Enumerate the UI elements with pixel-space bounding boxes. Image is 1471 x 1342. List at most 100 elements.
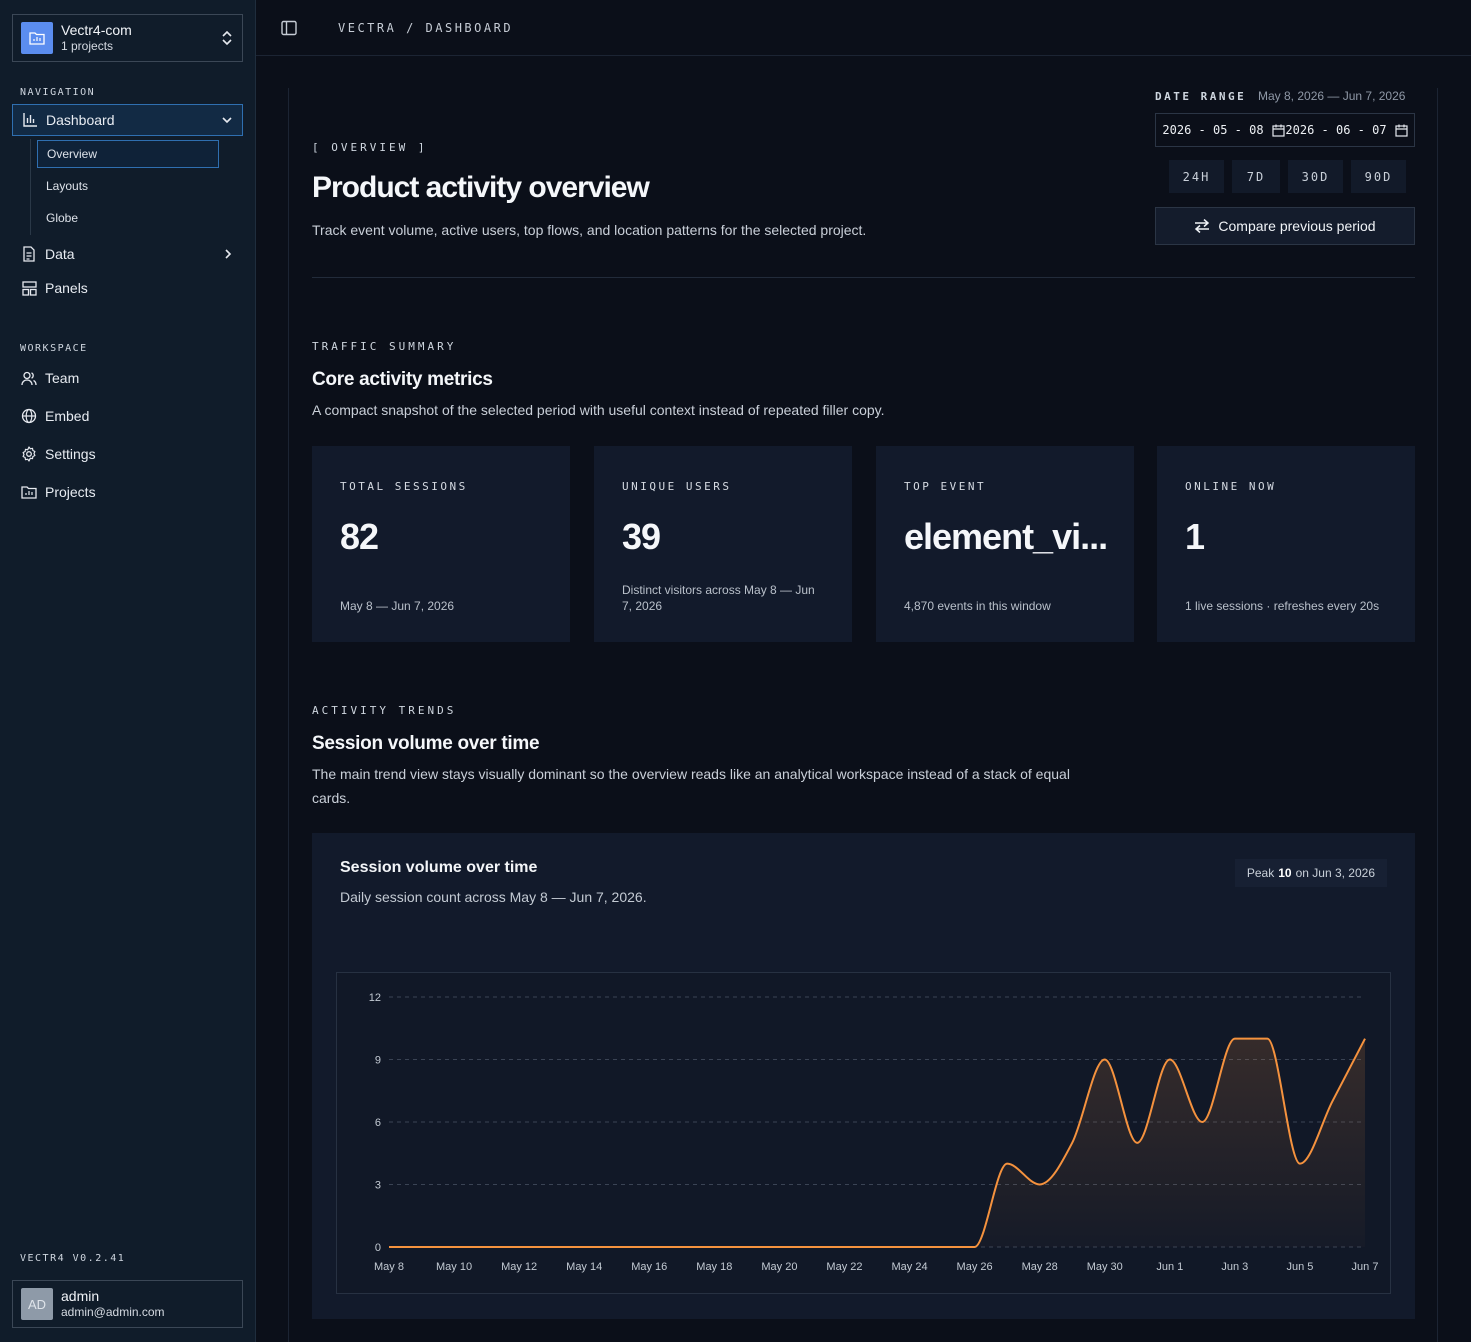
calendar-icon <box>1271 124 1285 137</box>
range-24h-button[interactable]: 24H <box>1169 160 1224 193</box>
y-tick-label: 12 <box>369 992 381 1004</box>
file-icon <box>20 245 38 263</box>
range-7d-button[interactable]: 7D <box>1232 160 1280 193</box>
metric-label: TOTAL SESSIONS <box>340 480 468 493</box>
subnav-item-overview[interactable]: Overview <box>37 140 219 168</box>
metric-value: 1 <box>1185 516 1205 557</box>
sidebar: Vectr4-com 1 projects NAVIGATION Dashboa… <box>0 0 256 1342</box>
metric-label: TOP EVENT <box>904 480 987 493</box>
layout-panels-icon <box>20 279 38 297</box>
metric-note: 1 live sessions · refreshes every 20s <box>1185 599 1380 613</box>
quick-range-group: 24H 7D 30D 90D <box>1169 160 1406 193</box>
subnav-item-globe[interactable]: Globe <box>46 211 79 225</box>
content-border-left <box>288 88 289 1342</box>
subnav-item-layouts[interactable]: Layouts <box>46 179 89 193</box>
nav-item-projects[interactable]: Projects <box>12 476 243 508</box>
date-range-picker: 2026 - 05 - 08 2026 - 06 - 07 <box>1155 113 1415 147</box>
metric-card-online-now: ONLINE NOW 1 1 live sessions · refreshes… <box>1157 446 1415 642</box>
chart-area: 0 3 6 9 12 May 8 May 10 May 12 May 14 May 16 May 1… <box>336 972 1391 1294</box>
peak-prefix: Peak <box>1246 866 1275 880</box>
peak-badge: Peak 10 on Jun 3, 2026 <box>1234 859 1387 887</box>
nav-item-embed[interactable]: Embed <box>12 400 243 432</box>
trends-title: Session volume over time <box>312 733 540 754</box>
metric-card-top-event: TOP EVENT element_vi... 4,870 events in … <box>876 446 1134 642</box>
nav-item-label: Data <box>45 246 75 262</box>
user-email: admin@admin.com <box>61 1305 165 1320</box>
user-menu[interactable]: AD admin admin@admin.com <box>12 1280 243 1328</box>
project-count: 1 projects <box>61 39 114 54</box>
x-tick-label: May 28 <box>1022 1261 1058 1273</box>
breadcrumb: VECTRA / DASHBOARD <box>338 20 514 35</box>
end-date-value: 2026 - 06 - 07 <box>1285 123 1387 137</box>
user-name: admin <box>61 1288 100 1305</box>
date-range-value: May 8, 2026 — Jun 7, 2026 <box>1258 89 1406 103</box>
x-tick-label: Jun 1 <box>1156 1261 1183 1273</box>
traffic-title: Core activity metrics <box>312 369 493 390</box>
nav-item-team[interactable]: Team <box>12 362 243 394</box>
trends-eyebrow: ACTIVITY TRENDS <box>312 704 457 717</box>
peak-suffix: on Jun 3, 2026 <box>1295 866 1375 880</box>
header-divider <box>312 277 1415 278</box>
page-description: Track event volume, active users, top fl… <box>312 222 867 238</box>
nav-item-dashboard[interactable]: Dashboard <box>12 104 243 136</box>
y-tick-label: 0 <box>375 1242 381 1254</box>
metric-note: May 8 — Jun 7, 2026 <box>340 599 455 613</box>
y-tick-label: 9 <box>375 1055 381 1067</box>
y-tick-label: 6 <box>375 1117 381 1129</box>
date-range-label: DATE RANGE <box>1155 90 1247 103</box>
metric-value: 82 <box>340 516 379 557</box>
users-icon <box>20 369 38 387</box>
topbar: VECTRA / DASHBOARD <box>256 0 1471 56</box>
chart-title: Session volume over time <box>340 859 538 876</box>
x-tick-label: May 14 <box>566 1261 602 1273</box>
folder-icon <box>21 22 53 54</box>
calendar-icon <box>1394 124 1408 137</box>
metric-label: ONLINE NOW <box>1185 480 1277 493</box>
chart-subtitle: Daily session count across May 8 — Jun 7… <box>340 889 647 905</box>
navigation-label: NAVIGATION <box>20 87 96 98</box>
metric-value: 39 <box>622 516 661 557</box>
folder-chart-icon <box>20 483 38 501</box>
nav-item-label: Embed <box>45 408 90 424</box>
session-line-chart: 0 3 6 9 12 May 8 May 10 May 12 May 14 May 16 May 1… <box>369 992 1379 1273</box>
subnav-guide <box>30 139 31 235</box>
x-tick-label: May 26 <box>957 1261 993 1273</box>
gear-icon <box>20 445 38 463</box>
bar-chart-icon <box>21 111 39 129</box>
metric-note: 4,870 events in this window <box>904 599 1051 613</box>
nav-item-data[interactable]: Data <box>12 238 243 270</box>
x-tick-label: May 10 <box>436 1261 472 1273</box>
avatar: AD <box>21 1288 53 1320</box>
project-switcher[interactable]: Vectr4-com 1 projects <box>12 14 243 62</box>
x-tick-label: Jun 7 <box>1352 1261 1379 1273</box>
content-border-right <box>1437 88 1438 1342</box>
x-tick-label: May 16 <box>631 1261 667 1273</box>
workspace-label: WORKSPACE <box>20 343 88 354</box>
metric-label: UNIQUE USERS <box>622 480 732 493</box>
x-tick-label: Jun 5 <box>1286 1261 1313 1273</box>
nav-item-label: Settings <box>45 446 96 462</box>
session-volume-panel: Session volume over time Daily session c… <box>312 833 1415 1319</box>
metric-note: Distinct visitors across May 8 — Jun 7, … <box>622 583 815 613</box>
range-30d-button[interactable]: 30D <box>1288 160 1343 193</box>
swap-arrows-icon <box>1195 219 1210 233</box>
x-tick-label: May 30 <box>1087 1261 1123 1273</box>
sidebar-toggle-icon[interactable] <box>280 19 298 37</box>
chevron-right-icon <box>225 249 232 259</box>
traffic-description: A compact snapshot of the selected perio… <box>312 402 885 418</box>
start-date-field[interactable]: 2026 - 05 - 08 <box>1162 123 1285 137</box>
x-tick-label: May 22 <box>826 1261 862 1273</box>
project-name: Vectr4-com <box>61 22 132 39</box>
end-date-field[interactable]: 2026 - 06 - 07 <box>1285 123 1408 137</box>
x-tick-label: Jun 3 <box>1221 1261 1248 1273</box>
nav-item-label: Dashboard <box>46 112 115 128</box>
traffic-eyebrow: TRAFFIC SUMMARY <box>312 340 457 353</box>
range-90d-button[interactable]: 90D <box>1351 160 1406 193</box>
nav-item-settings[interactable]: Settings <box>12 438 243 470</box>
compare-previous-button[interactable]: Compare previous period <box>1155 207 1415 245</box>
metric-card-unique-users: UNIQUE USERS 39 Distinct visitors across… <box>594 446 852 642</box>
nav-item-panels[interactable]: Panels <box>12 272 243 304</box>
x-tick-label: May 8 <box>374 1261 404 1273</box>
x-tick-label: May 20 <box>761 1261 797 1273</box>
compare-label: Compare previous period <box>1218 218 1376 234</box>
